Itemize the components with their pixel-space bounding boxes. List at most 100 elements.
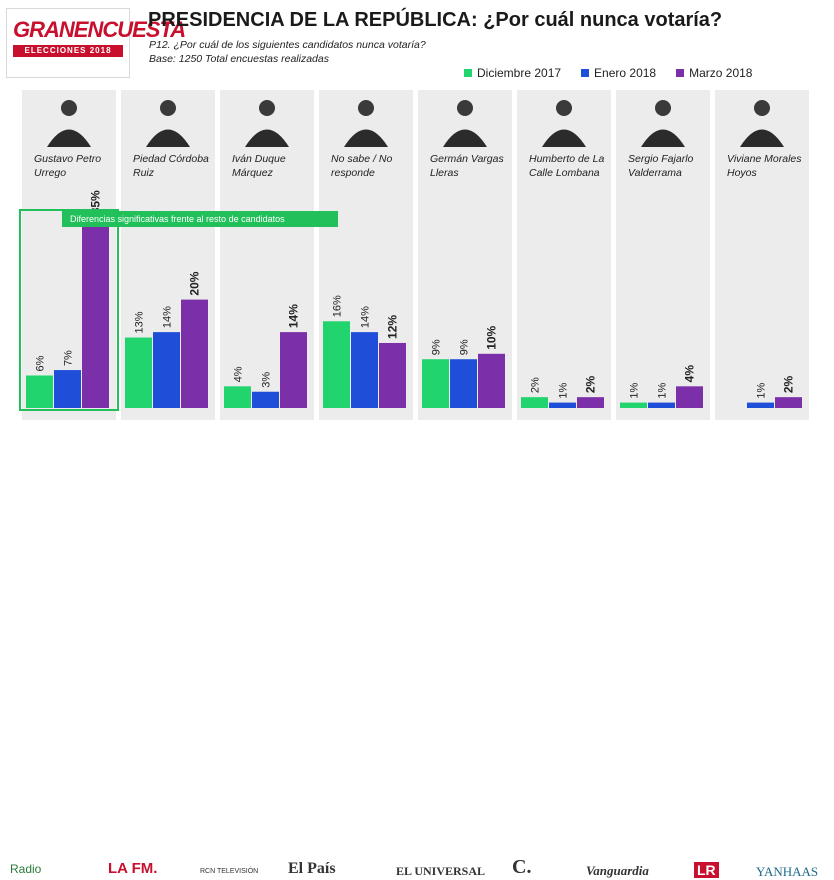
data-label: 16% <box>332 295 344 317</box>
logo-title: GRANENCUESTA <box>13 17 186 42</box>
data-label: 1% <box>756 382 768 398</box>
bar-enero-2018 <box>747 402 774 408</box>
candidate-portrait-head <box>61 100 77 116</box>
data-label: 1% <box>657 382 669 398</box>
candidate-portrait-body <box>344 129 388 147</box>
legend-label: Enero 2018 <box>594 66 657 80</box>
candidate-portrait-head <box>457 100 473 116</box>
legend-swatch-green <box>464 69 472 77</box>
candidate-portrait-body <box>740 129 784 147</box>
bar-chart: Gustavo Petro Urrego 6% 7% 35% Piedad Córdoba… <box>19 90 809 420</box>
data-label: 4% <box>233 366 245 382</box>
legend-item-dic2017: Diciembre 2017 <box>464 66 561 80</box>
footer-logo-c: C. <box>512 856 532 878</box>
data-label: 2% <box>530 377 542 393</box>
bar-diciembre-2017 <box>125 337 152 408</box>
legend-item-mar2018: Marzo 2018 <box>676 66 752 80</box>
category-label: Gustavo Petro <box>34 153 101 165</box>
footer-logo-radio: Radio <box>10 862 42 876</box>
candidate-portrait-body <box>443 129 487 147</box>
legend-label: Diciembre 2017 <box>477 66 562 80</box>
bar-diciembre-2017 <box>620 402 647 408</box>
data-label: 6% <box>35 355 47 371</box>
candidate-portrait-head <box>259 100 275 116</box>
data-label: 1% <box>629 382 641 398</box>
footer-sponsors: Radio LA FM. RCN TELEVISIÓN El País EL U… <box>0 428 834 879</box>
bar-enero-2018 <box>450 359 477 408</box>
legend-item-ene2018: Enero 2018 <box>581 66 656 80</box>
candidate-portrait-head <box>160 100 176 116</box>
subtitle: P12. ¿Por cuál de los siguientes candida… <box>149 38 426 66</box>
highlight-note-bg <box>62 211 338 227</box>
bar-enero-2018 <box>351 332 378 408</box>
bar-marzo-2018 <box>775 397 802 408</box>
data-label: 1% <box>558 382 570 398</box>
data-label: 14% <box>360 306 372 328</box>
bar-marzo-2018 <box>478 353 505 408</box>
footer-logo-yanhaas: YANHAAS <box>756 864 819 879</box>
legend-swatch-blue <box>581 69 590 77</box>
candidate-portrait-body <box>245 129 289 147</box>
footer-logo-vanguardia: Vanguardia <box>586 863 649 878</box>
bar-marzo-2018 <box>676 386 703 408</box>
data-label: 2% <box>782 375 796 393</box>
category-label: responde <box>331 167 375 179</box>
footer-logo-lr: LR <box>694 862 719 878</box>
bar-diciembre-2017 <box>521 397 548 408</box>
logo-band: ELECCIONES 2018 <box>13 45 123 57</box>
footer-logo-eluniversal: EL UNIVERSAL <box>396 864 486 878</box>
bar-marzo-2018 <box>181 299 208 408</box>
category-label: Urrego <box>34 167 66 179</box>
data-label: 10% <box>485 325 499 349</box>
data-label: 4% <box>683 365 697 383</box>
category-label: Calle Lombana <box>529 167 600 179</box>
bar-diciembre-2017 <box>323 321 350 408</box>
footer-logo-lafm: LA FM. <box>108 860 158 877</box>
candidate-portrait-body <box>47 129 91 147</box>
data-label: 2% <box>584 375 598 393</box>
bar-enero-2018 <box>648 402 675 408</box>
bar-marzo-2018 <box>577 397 604 408</box>
bar-enero-2018 <box>252 391 279 408</box>
legend: Diciembre 2017 Enero 2018 Marzo 2018 <box>464 66 752 80</box>
data-label: 9% <box>431 339 443 355</box>
data-label: 3% <box>261 372 273 388</box>
category-label: No sabe / No <box>331 153 392 165</box>
bar-enero-2018 <box>54 370 81 408</box>
category-label: Humberto de La <box>529 153 604 165</box>
candidate-portrait-body <box>641 129 685 147</box>
data-label: 13% <box>134 311 146 333</box>
footer-logo-rcn: RCN TELEVISIÓN <box>200 868 259 875</box>
category-label: Sergio Fajarlo <box>628 153 694 165</box>
bar-enero-2018 <box>153 332 180 408</box>
category-label: Germán Vargas <box>430 153 504 165</box>
category-label: Márquez <box>232 167 274 179</box>
candidate-portrait-head <box>358 100 374 116</box>
base-text: Base: 1250 Total encuestas realizadas <box>149 53 329 65</box>
question-text: P12. ¿Por cuál de los siguientes candida… <box>149 39 426 51</box>
bar-marzo-2018 <box>82 218 109 408</box>
category-label: Piedad Córdoba <box>133 153 209 165</box>
data-label: 12% <box>386 315 400 339</box>
candidate-portrait-body <box>542 129 586 147</box>
candidate-portrait-body <box>146 129 190 147</box>
candidate-portrait-head <box>556 100 572 116</box>
data-label: 35% <box>89 190 103 214</box>
chart-title: PRESIDENCIA DE LA REPÚBLICA: ¿Por cuál n… <box>148 9 723 31</box>
data-label: 20% <box>188 271 202 295</box>
category-label: Lleras <box>430 167 459 179</box>
candidate-portrait-head <box>754 100 770 116</box>
category-label: Viviane Morales <box>727 153 802 165</box>
bar-diciembre-2017 <box>422 359 449 408</box>
footer-logo-elpais: El País <box>288 860 336 877</box>
bar-marzo-2018 <box>280 332 307 408</box>
data-label: 9% <box>459 339 471 355</box>
highlight-box <box>19 209 119 411</box>
category-label: Hoyos <box>727 167 758 179</box>
data-label: 14% <box>287 304 301 328</box>
bar-marzo-2018 <box>379 342 406 408</box>
legend-label: Marzo 2018 <box>689 66 753 80</box>
category-label: Iván Duque <box>232 153 286 165</box>
data-label: 7% <box>63 350 75 366</box>
candidate-portrait-head <box>655 100 671 116</box>
